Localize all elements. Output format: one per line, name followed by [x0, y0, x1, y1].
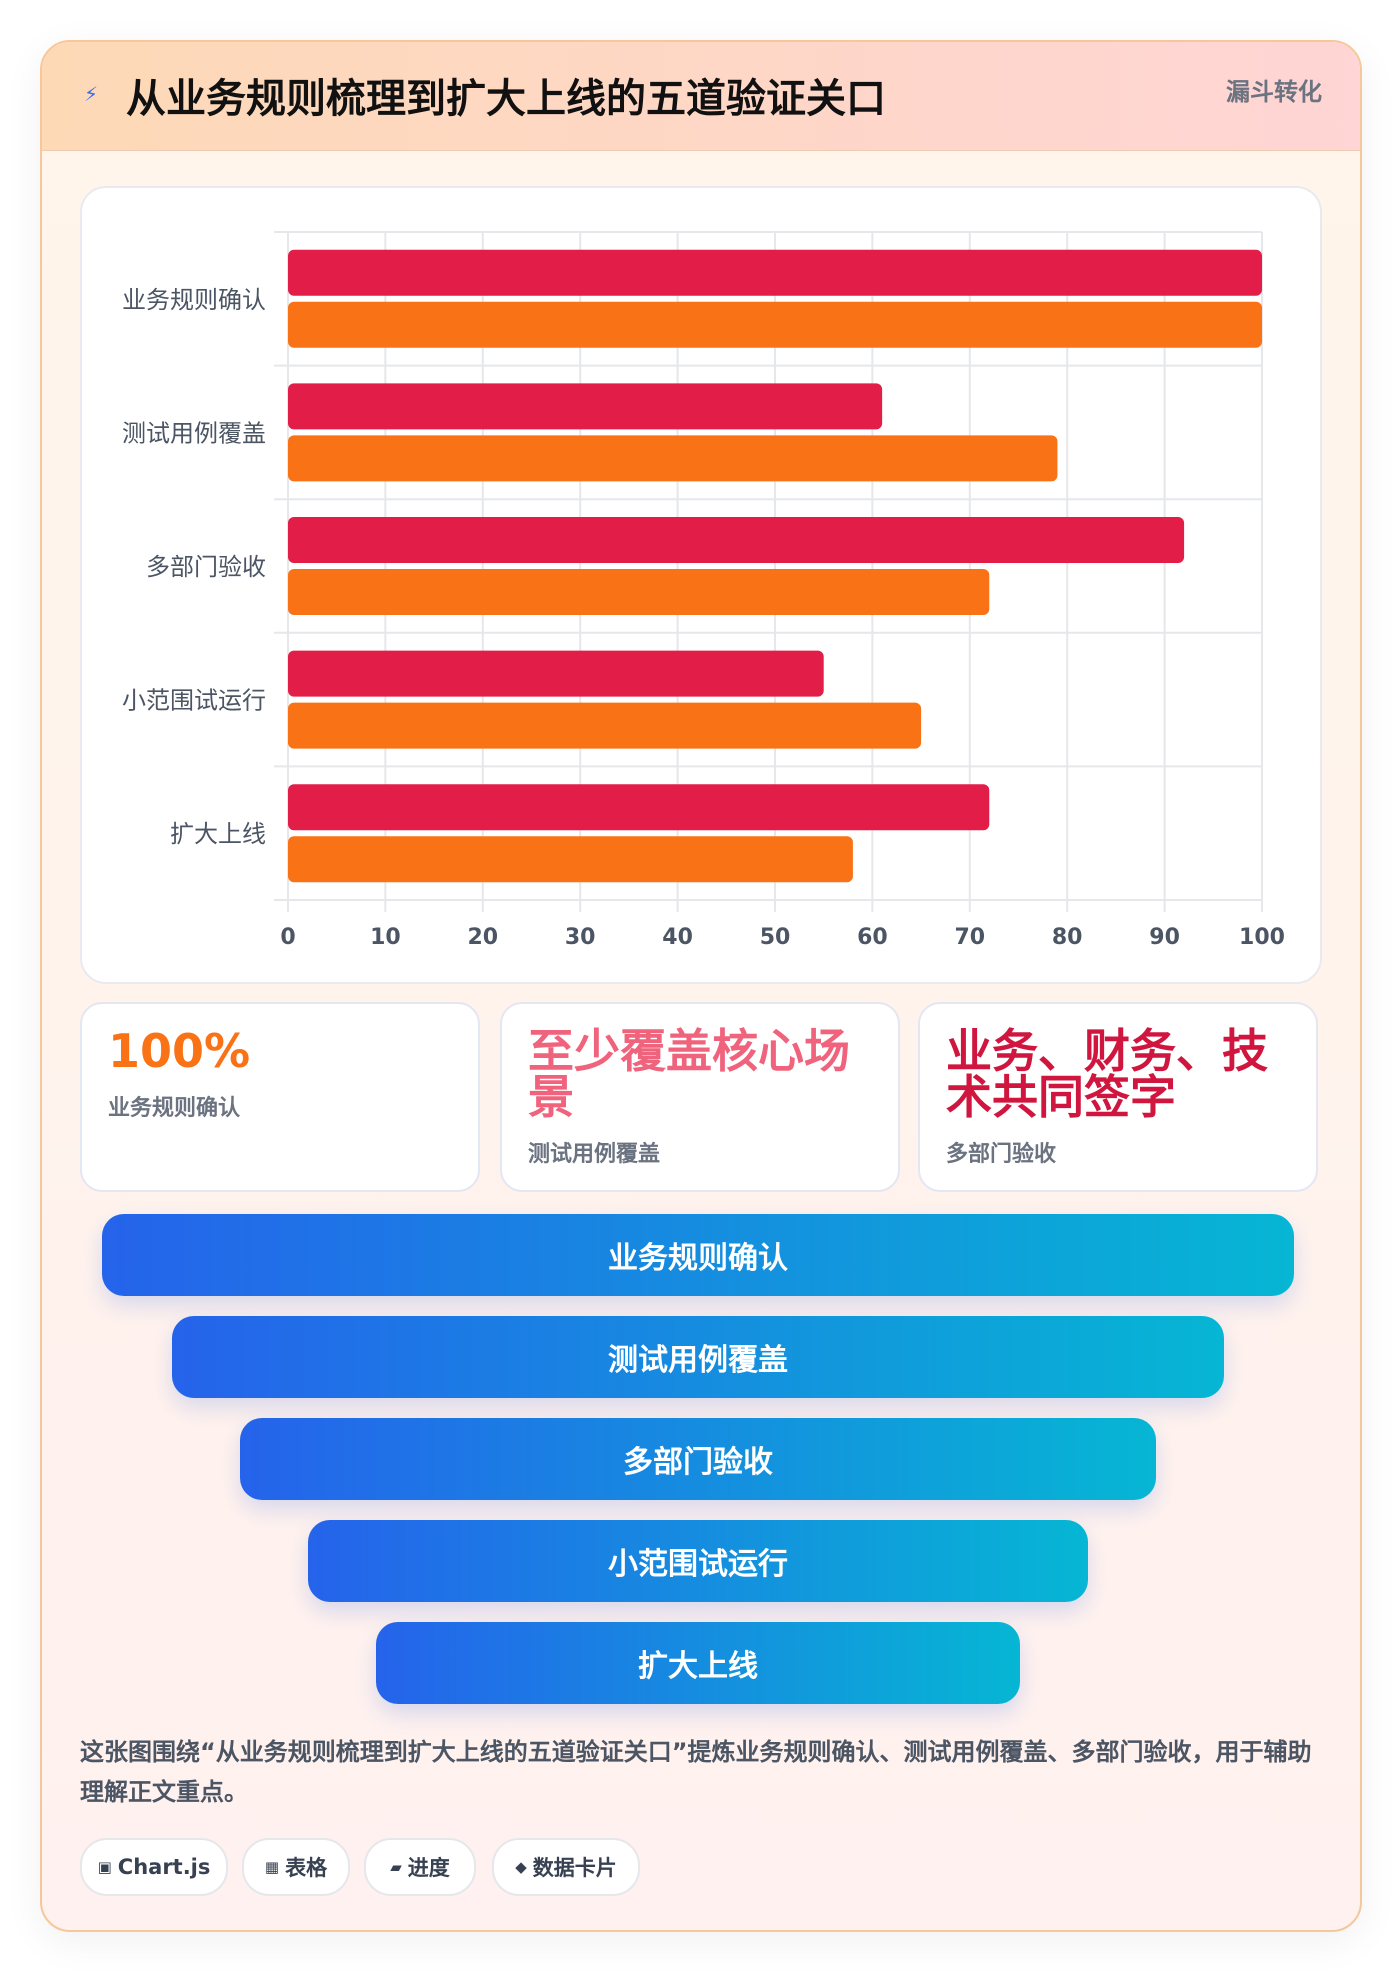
x-tick-label: 60: [857, 925, 888, 950]
pill-label: Chart.js: [117, 1855, 211, 1879]
kpi-card-1: 100% 业务规则确认: [80, 1002, 480, 1192]
kpi-card-3: 业务、财务、技术共同签字 多部门验收: [918, 1002, 1318, 1192]
bar-1: [288, 517, 1185, 563]
bar-1: [288, 383, 883, 430]
funnel-step-2: 测试用例覆盖: [172, 1316, 1224, 1398]
kpi-label: 业务规则确认: [108, 1096, 241, 1121]
bar-2: [288, 836, 853, 883]
kpi-label: 多部门验收: [946, 1142, 1057, 1167]
bar-chart-panel: 业务规则确认 测试用例覆盖多部门验收小范围试运行扩大上线 0 10 20 30 40 50 60…: [80, 186, 1322, 984]
pill-label: 表格: [285, 1856, 328, 1880]
x-tick-label: 0: [280, 925, 295, 950]
tag-pill-data-card[interactable]: ◆ 数据卡片: [492, 1838, 640, 1896]
y-tick-label: 测试用例覆盖: [122, 419, 266, 447]
x-tick-label: 20: [467, 925, 498, 950]
bar-2: [288, 569, 990, 615]
x-tick-label: 40: [662, 925, 693, 950]
kpi-card-2: 至少覆盖核心场景 测试用例覆盖: [500, 1002, 900, 1192]
kpi-value: 100%: [108, 1024, 251, 1078]
description-text: 这张图围绕“从业务规则梳理到扩大上线的五道验证关口”提炼业务规则确认、测试用例覆…: [80, 1738, 1312, 1806]
chart-icon: ▣: [97, 1858, 112, 1876]
bar-2: [288, 702, 922, 749]
tag-pill-chartjs[interactable]: ▣ Chart.js: [80, 1838, 228, 1896]
y-tick-label: 小范围试运行: [122, 687, 266, 715]
funnel-step-3: 多部门验收: [240, 1418, 1156, 1500]
x-tick-label: 90: [1149, 925, 1180, 950]
x-tick-label: 30: [565, 925, 596, 950]
x-tick-label: 50: [760, 925, 791, 950]
bar-1: [288, 650, 824, 697]
bar-1: [288, 249, 1262, 296]
bar-1: [288, 784, 990, 831]
funnel-step-5: 扩大上线: [376, 1622, 1020, 1704]
x-tick-label: 100: [1239, 925, 1285, 950]
funnel-step-1: 业务规则确认: [102, 1214, 1294, 1296]
data-card-icon: ◆: [515, 1858, 527, 1876]
kpi-label: 测试用例覆盖: [528, 1142, 661, 1167]
y-tick-label: 多部门验收: [146, 553, 266, 581]
lightning-icon: ⚡: [84, 82, 99, 106]
progress-icon: ▰: [390, 1858, 402, 1876]
category-tag: 漏斗转化: [1226, 78, 1322, 106]
bar-2: [288, 301, 1262, 348]
x-tick-label: 70: [954, 925, 985, 950]
bar-2: [288, 435, 1058, 482]
infographic-card: ⚡ 从业务规则梳理到扩大上线的五道验证关口 漏斗转化 业务规则确认 测试用例覆盖多…: [40, 40, 1362, 1932]
page-title: 从业务规则梳理到扩大上线的五道验证关口: [126, 76, 886, 122]
card-header: ⚡ 从业务规则梳理到扩大上线的五道验证关口 漏斗转化: [42, 42, 1360, 151]
x-tick-label: 10: [370, 925, 401, 950]
x-tick-label: 80: [1052, 925, 1083, 950]
kpi-value: 业务、财务、技术共同签字: [946, 1024, 1268, 1124]
table-icon: ▦: [264, 1858, 280, 1876]
pill-label: 进度: [407, 1856, 450, 1880]
funnel-step-4: 小范围试运行: [308, 1520, 1088, 1602]
y-tick-label: 扩大上线: [170, 820, 266, 848]
pill-label: 数据卡片: [532, 1856, 617, 1880]
kpi-value: 至少覆盖核心场景: [528, 1024, 850, 1124]
y-tick-label: 业务规则确认: [122, 286, 266, 314]
tag-pill-table[interactable]: ▦ 表格: [242, 1838, 350, 1896]
tag-pill-progress[interactable]: ▰ 进度: [364, 1838, 476, 1896]
